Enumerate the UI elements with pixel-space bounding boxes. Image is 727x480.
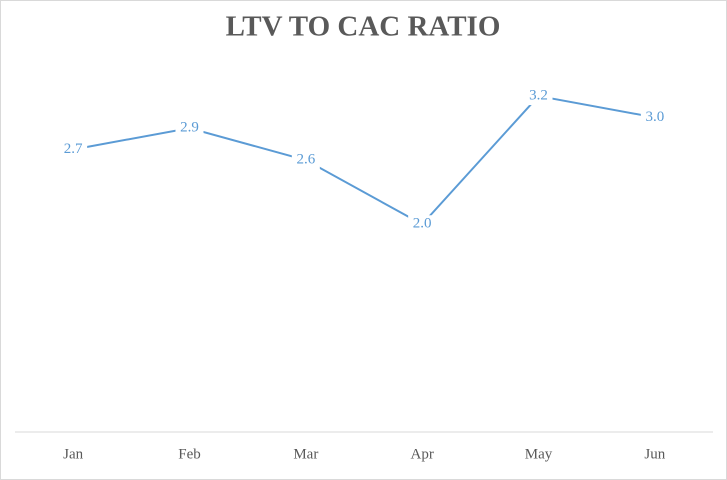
x-tick-label: Feb [178, 446, 201, 462]
data-label-bg [175, 119, 204, 138]
x-tick-label: Jan [63, 446, 83, 462]
x-tick-label: Mar [293, 446, 318, 462]
x-tick-label: May [525, 446, 553, 462]
x-tick-label: Jun [644, 446, 665, 462]
data-label-bg [408, 215, 437, 234]
data-label: 2.6 [296, 152, 315, 168]
data-label-bg [291, 151, 320, 170]
data-label: 2.9 [180, 120, 199, 136]
data-label: 2.0 [413, 216, 432, 232]
data-label: 3.0 [645, 109, 664, 125]
data-label: 2.7 [64, 141, 83, 157]
data-label-bg [59, 140, 88, 159]
chart-title: LTV TO CAC RATIO [226, 11, 501, 43]
data-label-bg [524, 87, 553, 106]
data-label-bg [640, 108, 669, 127]
data-label: 3.2 [529, 87, 548, 103]
data-line [72, 94, 656, 226]
x-tick-label: Apr [411, 446, 434, 462]
